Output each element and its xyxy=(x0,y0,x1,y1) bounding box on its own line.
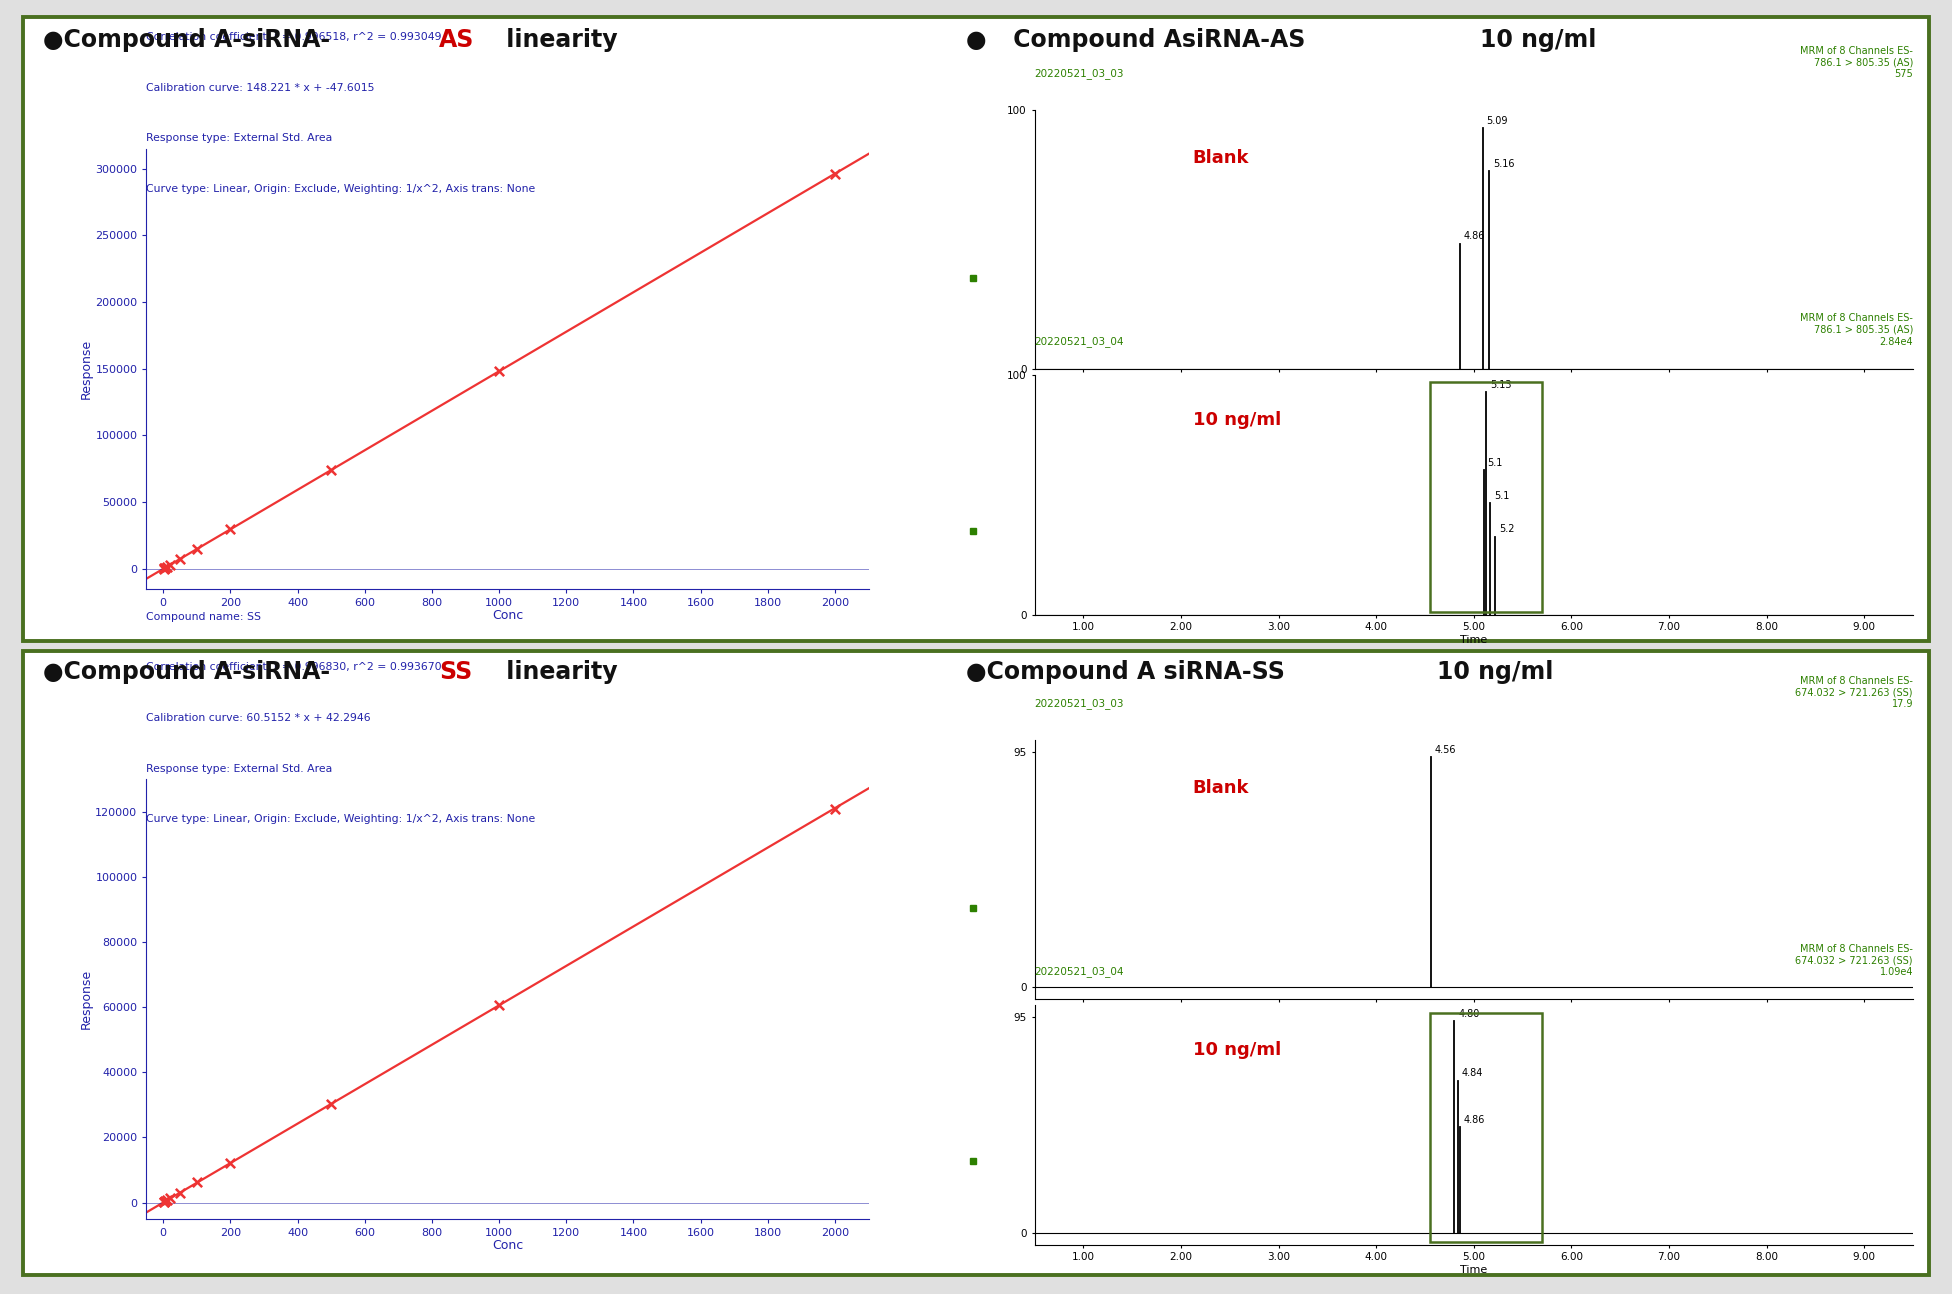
Text: Blank: Blank xyxy=(1193,149,1249,167)
Point xyxy=(164,1183,195,1203)
Text: Response type: External Std. Area: Response type: External Std. Area xyxy=(146,133,332,144)
Point xyxy=(182,1172,213,1193)
Text: Correlation coefficient: r = 0.996518, r^2 = 0.993049: Correlation coefficient: r = 0.996518, r… xyxy=(146,32,441,43)
Text: 5.1: 5.1 xyxy=(1495,490,1509,501)
Bar xyxy=(1431,1013,1542,1242)
Text: 20220521_03_03: 20220521_03_03 xyxy=(1035,699,1124,709)
Point xyxy=(154,555,185,576)
Text: ●Compound A siRNA-SS: ●Compound A siRNA-SS xyxy=(966,660,1294,685)
Text: 5.1: 5.1 xyxy=(1487,458,1503,467)
Text: Correlation coefficient: r = 0.996830, r^2 = 0.993670: Correlation coefficient: r = 0.996830, r… xyxy=(146,663,441,673)
Text: ●: ● xyxy=(966,28,988,53)
Text: AS: AS xyxy=(439,28,474,53)
Text: 4.80: 4.80 xyxy=(1458,1009,1480,1018)
Text: Calibration curve: 148.221 * x + -47.6015: Calibration curve: 148.221 * x + -47.601… xyxy=(146,83,375,93)
Text: MRM of 8 Channels ES-
786.1 > 805.35 (AS)
575: MRM of 8 Channels ES- 786.1 > 805.35 (AS… xyxy=(1800,45,1913,79)
Point xyxy=(148,558,180,578)
Point xyxy=(484,361,515,382)
Point xyxy=(148,1192,180,1212)
Text: 20220521_03_04: 20220521_03_04 xyxy=(1035,335,1124,347)
Text: 10 ng/ml: 10 ng/ml xyxy=(1437,660,1554,685)
Point xyxy=(154,1188,185,1209)
Text: Curve type: Linear, Origin: Exclude, Weighting: 1/x^2, Axis trans: None: Curve type: Linear, Origin: Exclude, Wei… xyxy=(146,184,535,194)
Text: Blank: Blank xyxy=(1193,779,1249,797)
Text: 20220521_03_03: 20220521_03_03 xyxy=(1035,69,1124,79)
Text: 5.2: 5.2 xyxy=(1499,524,1515,534)
Text: MRM of 8 Channels ES-
674.032 > 721.263 (SS)
17.9: MRM of 8 Channels ES- 674.032 > 721.263 … xyxy=(1796,675,1913,709)
Point xyxy=(150,1190,182,1211)
X-axis label: Time: Time xyxy=(1460,635,1487,646)
X-axis label: Time: Time xyxy=(1460,1266,1487,1276)
Point xyxy=(150,556,182,577)
Text: 5.09: 5.09 xyxy=(1487,115,1509,126)
Text: 5.16: 5.16 xyxy=(1493,159,1515,168)
Point xyxy=(316,1093,347,1114)
Text: linearity: linearity xyxy=(498,28,617,53)
Text: ●Compound A-siRNA-: ●Compound A-siRNA- xyxy=(43,28,330,53)
Text: 5.13: 5.13 xyxy=(1491,379,1513,389)
Text: 4.86: 4.86 xyxy=(1464,232,1485,241)
Text: Response type: External Std. Area: Response type: External Std. Area xyxy=(146,763,332,774)
Y-axis label: Response: Response xyxy=(80,969,92,1029)
Text: ●Compound A-siRNA-: ●Compound A-siRNA- xyxy=(43,660,330,685)
Text: SS: SS xyxy=(439,660,472,685)
Point xyxy=(148,558,180,578)
Text: Curve type: Linear, Origin: Exclude, Weighting: 1/x^2, Axis trans: None: Curve type: Linear, Origin: Exclude, Wei… xyxy=(146,814,535,824)
X-axis label: Conc: Conc xyxy=(492,609,523,622)
Text: 10 ng/ml: 10 ng/ml xyxy=(1193,1042,1281,1060)
Bar xyxy=(1431,383,1542,612)
Text: Calibration curve: 60.5152 * x + 42.2946: Calibration curve: 60.5152 * x + 42.2946 xyxy=(146,713,371,723)
Text: Compound name: SS: Compound name: SS xyxy=(146,612,262,622)
Text: 4.84: 4.84 xyxy=(1462,1069,1484,1078)
Text: 10 ng/ml: 10 ng/ml xyxy=(1193,411,1281,430)
Point xyxy=(182,538,213,559)
Point xyxy=(164,549,195,569)
Text: MRM of 8 Channels ES-
786.1 > 805.35 (AS)
2.84e4: MRM of 8 Channels ES- 786.1 > 805.35 (AS… xyxy=(1800,313,1913,347)
Point xyxy=(148,558,180,578)
Point xyxy=(215,519,246,540)
Point xyxy=(820,163,851,184)
Point xyxy=(215,1152,246,1172)
Point xyxy=(316,459,347,480)
Point xyxy=(148,1192,180,1212)
Text: 4.56: 4.56 xyxy=(1435,745,1456,754)
Text: linearity: linearity xyxy=(498,660,617,685)
Y-axis label: Response: Response xyxy=(80,339,92,399)
Point xyxy=(820,798,851,819)
Point xyxy=(148,1190,180,1211)
X-axis label: Conc: Conc xyxy=(492,1240,523,1253)
Text: MRM of 8 Channels ES-
674.032 > 721.263 (SS)
1.09e4: MRM of 8 Channels ES- 674.032 > 721.263 … xyxy=(1796,943,1913,977)
Text: 20220521_03_04: 20220521_03_04 xyxy=(1035,965,1124,977)
Text: Compound AsiRNA-AS: Compound AsiRNA-AS xyxy=(1005,28,1314,53)
Point xyxy=(484,995,515,1016)
Text: 4.86: 4.86 xyxy=(1464,1115,1485,1124)
Text: 10 ng/ml: 10 ng/ml xyxy=(1480,28,1597,53)
